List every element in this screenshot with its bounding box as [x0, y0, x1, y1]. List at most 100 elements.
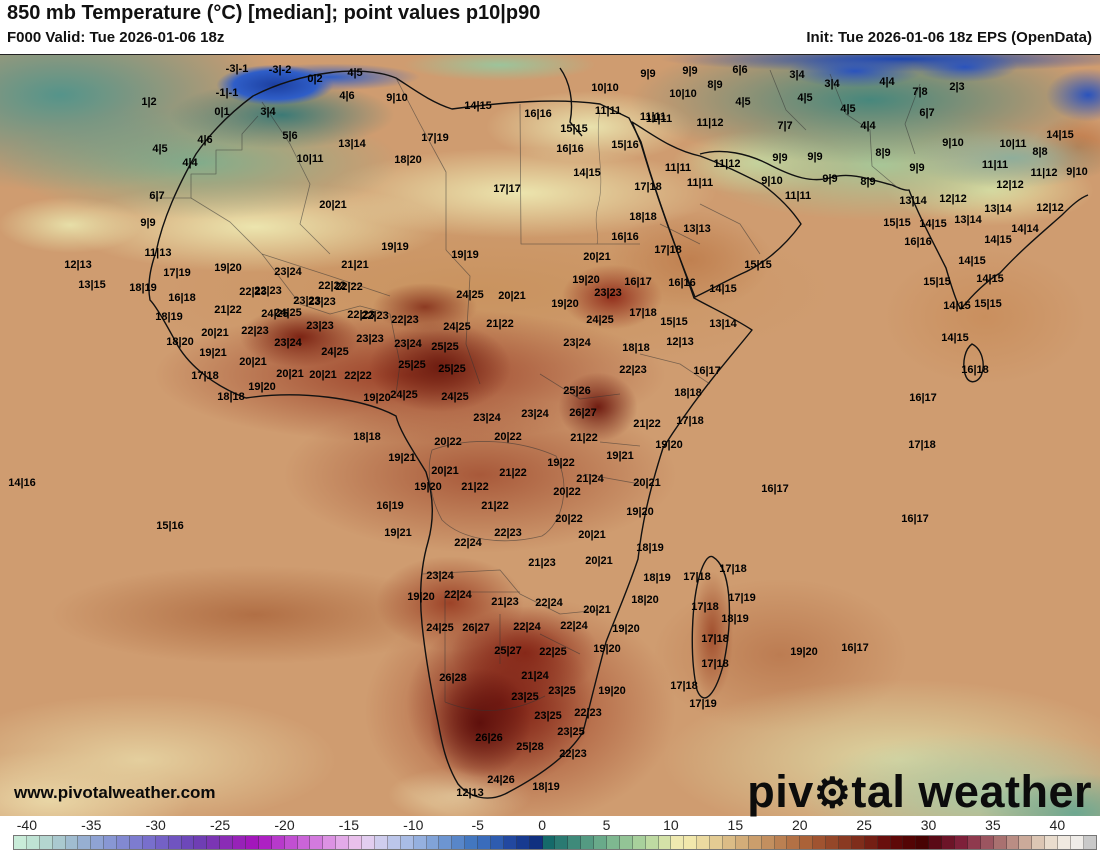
- colorbar-cell: [594, 836, 607, 849]
- point-value: 16|17: [901, 513, 929, 525]
- point-value: 13|13: [683, 223, 711, 235]
- colorbar-cell: [710, 836, 723, 849]
- point-value: 18|19: [721, 613, 749, 625]
- colorbar-cell: [813, 836, 827, 849]
- point-value: 19|21: [384, 527, 412, 539]
- point-value: 18|19: [636, 542, 664, 554]
- colorbar-cell: [916, 836, 930, 849]
- colorbar-cell: [839, 836, 852, 849]
- point-value: 11|11: [664, 162, 692, 174]
- point-value: 15|15: [923, 276, 951, 288]
- colorbar-cell: [606, 836, 620, 849]
- point-value: 15|15: [883, 217, 911, 229]
- point-value: 20|21: [633, 477, 661, 489]
- point-value: 4|4: [860, 120, 876, 132]
- point-value: 0|2: [307, 73, 323, 85]
- colorbar-cell: [903, 836, 917, 849]
- colorbar-cell: [220, 836, 234, 849]
- colorbar-cell: [851, 836, 865, 849]
- point-value: 16|17: [841, 642, 869, 654]
- point-value: 17|17: [493, 183, 521, 195]
- point-value: 24|25: [261, 308, 289, 320]
- point-value: 10|10: [669, 88, 697, 100]
- point-value: 22|22: [318, 280, 346, 292]
- point-value: 14|15: [976, 273, 1004, 285]
- colorbar-cell: [619, 836, 633, 849]
- point-value: 17|18: [634, 181, 662, 193]
- colorbar-cell: [387, 836, 401, 849]
- colorbar-cell: [78, 836, 92, 849]
- colorbar-tick: -20: [274, 817, 295, 833]
- colorbar-cell: [684, 836, 698, 849]
- colorbar-tick: -40: [16, 817, 37, 833]
- point-value: 8|9: [875, 147, 891, 159]
- point-value: 23|24: [563, 337, 591, 349]
- colorbar-cell: [1006, 836, 1020, 849]
- point-value: 19|21: [606, 450, 634, 462]
- colorbar-cell: [181, 836, 195, 849]
- pivotal-weather-logo: piv⚙tal weather: [747, 766, 1092, 818]
- point-value: 18|18: [217, 391, 245, 403]
- point-value: 9|9: [682, 65, 698, 77]
- point-value: 24|25: [456, 289, 484, 301]
- website-url: www.pivotalweather.com: [14, 783, 216, 802]
- colorbar-cell: [246, 836, 259, 849]
- point-value: 26|28: [439, 672, 467, 684]
- point-value: 21|22: [486, 318, 514, 330]
- point-value: 22|23: [239, 286, 267, 298]
- point-value: 3|4: [260, 106, 276, 118]
- colorbar: [13, 835, 1097, 850]
- point-value: 22|23: [619, 364, 647, 376]
- point-value: 11|12: [1030, 167, 1058, 179]
- colorbar-tick: 35: [985, 817, 1001, 833]
- point-value: 8|8: [1032, 146, 1048, 158]
- point-value: 14|15: [941, 332, 969, 344]
- point-value: 19|20: [598, 685, 626, 697]
- colorbar-cell: [426, 836, 440, 849]
- point-value: 19|20: [363, 392, 391, 404]
- point-value: 14|15: [573, 167, 601, 179]
- colorbar-cell: [142, 836, 156, 849]
- point-value: 18|19: [643, 572, 671, 584]
- point-value: 20|21: [239, 356, 267, 368]
- point-value: 22|24: [513, 621, 541, 633]
- point-value: 22|22: [335, 281, 363, 293]
- colorbar-cell: [955, 836, 968, 849]
- colorbar-tick: 10: [663, 817, 679, 833]
- colorbar-cell: [400, 836, 414, 849]
- point-value: 21|23: [491, 596, 519, 608]
- colorbar-cell: [877, 836, 891, 849]
- point-value: 9|9: [640, 68, 656, 80]
- point-value: 12|13: [456, 787, 484, 799]
- point-value: 16|16: [668, 277, 696, 289]
- point-value: 16|16: [904, 236, 932, 248]
- colorbar-cell: [1071, 836, 1084, 849]
- colorbar-cell: [929, 836, 943, 849]
- point-value: 9|9: [140, 217, 156, 229]
- point-value: 25|27: [494, 645, 522, 657]
- point-value: 18|20: [166, 336, 194, 348]
- point-value: 11|11: [639, 111, 667, 123]
- point-value: 21|24: [576, 473, 604, 485]
- point-value: 22|24: [454, 537, 482, 549]
- point-value: 22|23: [241, 325, 269, 337]
- point-value: 25|28: [516, 741, 544, 753]
- point-value: 25|25: [438, 363, 466, 375]
- point-value: 10|10: [591, 82, 619, 94]
- point-value: 19|21: [388, 452, 416, 464]
- point-value: 9|9: [822, 173, 838, 185]
- point-value: 13|14: [954, 214, 982, 226]
- point-value: 17|19: [421, 132, 449, 144]
- colorbar-cell: [1083, 836, 1096, 849]
- point-value: 24|25: [426, 622, 454, 634]
- point-value: 17|18: [719, 563, 747, 575]
- point-value: 9|9: [772, 152, 788, 164]
- point-value: 20|21: [583, 251, 611, 263]
- gear-icon: ⚙: [813, 770, 852, 816]
- point-value: 20|22: [434, 436, 462, 448]
- colorbar-cell: [26, 836, 40, 849]
- point-value: 23|24: [394, 338, 422, 350]
- colorbar-cell: [258, 836, 272, 849]
- point-value: 21|22: [461, 481, 489, 493]
- point-value: 10|11: [999, 138, 1027, 150]
